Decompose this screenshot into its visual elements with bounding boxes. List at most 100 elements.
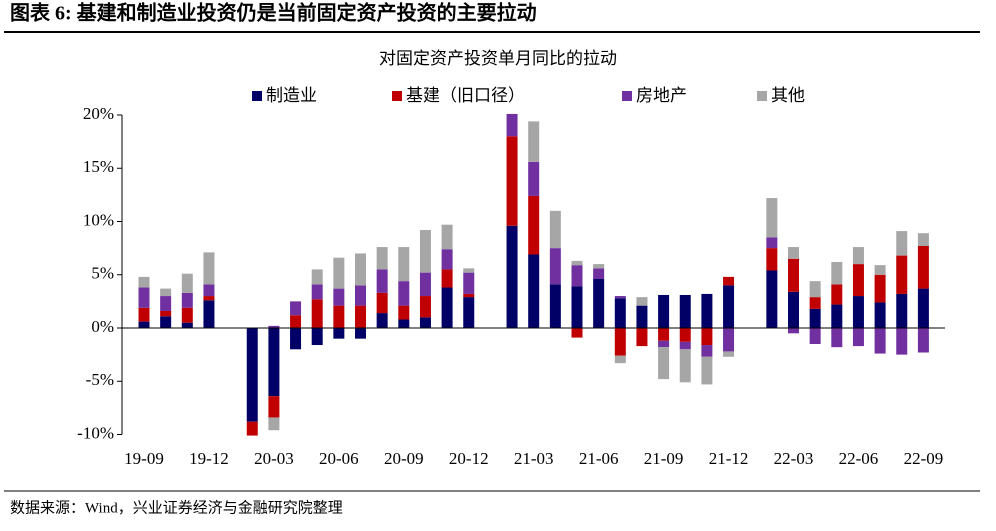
bar-segment xyxy=(419,296,431,318)
bar-segment xyxy=(333,288,345,306)
bar-segment xyxy=(809,297,821,309)
bar-segment xyxy=(766,237,778,249)
y-tick-label: 5% xyxy=(91,264,114,283)
bar-segment xyxy=(506,113,518,137)
bar-segment xyxy=(852,264,864,297)
bar-segment xyxy=(549,248,561,285)
bar-segment xyxy=(290,301,302,316)
bar-segment xyxy=(528,161,540,196)
y-tick-label: 10% xyxy=(83,210,114,229)
bar-segment xyxy=(419,230,431,273)
bar-segment xyxy=(766,198,778,238)
bar-segment xyxy=(333,257,345,289)
bar-segment xyxy=(203,284,215,297)
bar-segment xyxy=(831,284,843,305)
bar-segment xyxy=(268,328,280,397)
bar-segment xyxy=(549,284,561,328)
bar-segment xyxy=(376,269,388,293)
bar-segment xyxy=(874,302,886,328)
x-tick-label: 21-03 xyxy=(514,449,554,468)
bar-segment xyxy=(463,272,475,294)
bar-segment xyxy=(506,136,518,226)
bar-segment xyxy=(398,281,410,306)
bar-segment xyxy=(766,270,778,328)
x-tick-label: 19-09 xyxy=(124,449,164,468)
bar-segment xyxy=(614,298,626,328)
bar-segment xyxy=(593,268,605,280)
bar-segment xyxy=(723,351,735,357)
x-tick-label: 20-03 xyxy=(254,449,294,468)
bar-segment xyxy=(355,253,366,286)
bar-segment xyxy=(203,252,215,285)
bar-segment xyxy=(788,291,799,328)
bar-segment xyxy=(181,273,193,293)
bar-segment xyxy=(246,421,258,436)
bar-segment xyxy=(419,272,431,297)
legend-swatch xyxy=(757,91,767,101)
x-tick-label: 21-06 xyxy=(579,449,619,468)
bar-segment xyxy=(852,328,864,347)
bar-segment xyxy=(896,231,908,256)
bar-segment xyxy=(701,345,713,357)
bar-segment xyxy=(723,276,735,286)
bar-segment xyxy=(203,300,215,328)
bar-segment xyxy=(441,224,453,250)
y-tick-label: 20% xyxy=(83,104,114,123)
bar-segment xyxy=(181,322,193,328)
bar-segment xyxy=(679,294,691,328)
bar-segment xyxy=(658,328,670,341)
bar-segment xyxy=(463,268,475,273)
bar-segment xyxy=(658,340,670,348)
bar-segment xyxy=(679,349,691,383)
x-tick-label: 20-09 xyxy=(384,449,424,468)
bar-segment xyxy=(441,249,453,270)
bar-segment xyxy=(788,247,799,259)
chart-title: 对固定资产投资单月同比的拉动 xyxy=(379,49,617,68)
x-tick-label: 21-09 xyxy=(644,449,684,468)
bar-segment xyxy=(463,293,475,298)
legend-swatch xyxy=(622,91,632,101)
bar-segment xyxy=(181,307,193,323)
bar-segment xyxy=(658,347,670,380)
bar-segment xyxy=(917,245,929,289)
bar-segment xyxy=(419,317,431,328)
bar-segment xyxy=(571,328,583,338)
bar-segment xyxy=(290,315,302,328)
bar-segment xyxy=(268,417,280,431)
bar-segment xyxy=(549,210,561,249)
source: 数据来源：Wind，兴业证券经济与金融研究院整理 xyxy=(10,498,343,516)
bar-segment xyxy=(311,284,323,300)
bar-segment xyxy=(701,328,713,346)
legend-label: 制造业 xyxy=(266,86,317,105)
bar-segment xyxy=(636,305,648,328)
legend-label: 基建（旧口径） xyxy=(406,86,525,105)
bar-segment xyxy=(809,328,821,344)
x-tick-label: 22-06 xyxy=(839,449,879,468)
bar-segment xyxy=(463,297,475,328)
bar-segment xyxy=(355,305,366,328)
bar-segment xyxy=(874,265,886,275)
bar-segment xyxy=(160,316,172,328)
bar-segment xyxy=(917,233,929,246)
bar-segment xyxy=(701,356,713,385)
bar-segment xyxy=(311,269,323,285)
bar-segment xyxy=(441,287,453,328)
bar-segment xyxy=(701,293,713,328)
bar-segment xyxy=(874,274,886,303)
bar-segment xyxy=(506,225,518,328)
bar-segment xyxy=(874,328,886,354)
bar-segment xyxy=(138,276,150,288)
bar-segment xyxy=(788,258,799,292)
bar-segment xyxy=(333,328,345,339)
bar-segment xyxy=(636,328,648,347)
x-tick-label: 22-09 xyxy=(904,449,944,468)
bar-segment xyxy=(852,247,864,265)
bar-segment xyxy=(723,328,735,352)
legend-swatch xyxy=(252,91,262,101)
bar-segment xyxy=(571,286,583,328)
bar-segment xyxy=(355,285,366,306)
bar-segment xyxy=(160,310,172,317)
bar-segment xyxy=(571,265,583,287)
bar-segment xyxy=(831,261,843,285)
bar-segment xyxy=(355,328,366,339)
